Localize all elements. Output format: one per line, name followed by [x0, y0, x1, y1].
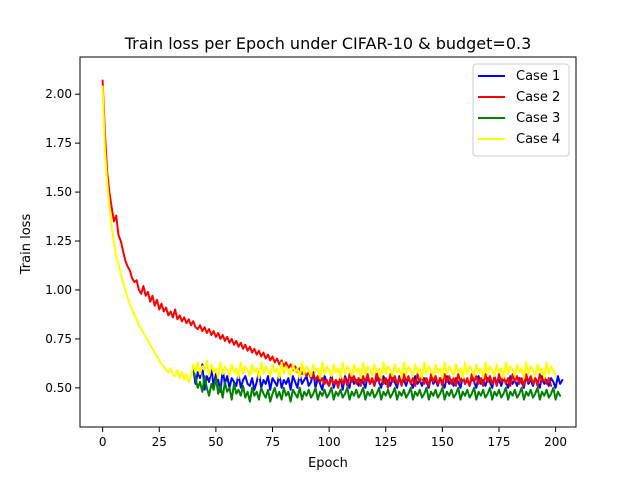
- case-4-line: [101, 85, 557, 383]
- legend-label-case-2: Case 2: [516, 90, 560, 105]
- legend-label-case-1: Case 1: [516, 69, 560, 84]
- x-tick-label: 150: [431, 435, 454, 449]
- x-tick-label: 0: [99, 435, 107, 449]
- x-axis-label: Epoch: [308, 456, 348, 471]
- legend-label-case-4: Case 4: [516, 132, 560, 147]
- y-tick-label: 1.00: [45, 283, 72, 297]
- plot-frame: [79, 56, 577, 428]
- x-tick-label: 100: [318, 435, 341, 449]
- y-tick-label: 1.50: [45, 185, 72, 199]
- x-tick-label: 50: [208, 435, 223, 449]
- y-axis-label: Train loss: [19, 214, 34, 276]
- series-layer: [101, 79, 564, 403]
- y-tick-label: 0.75: [45, 332, 72, 346]
- x-tick-label: 125: [374, 435, 397, 449]
- y-tick-label: 0.50: [45, 381, 72, 395]
- x-tick-label: 200: [544, 435, 567, 449]
- x-tick-label: 175: [488, 435, 511, 449]
- x-tick-label: 75: [265, 435, 280, 449]
- legend: Case 1 Case 2 Case 3 Case 4: [472, 63, 570, 157]
- chart-title: Train loss per Epoch under CIFAR-10 & bu…: [124, 34, 532, 53]
- y-tick-label: 1.75: [45, 136, 72, 150]
- y-tick-label: 1.25: [45, 234, 72, 248]
- case-3-line: [192, 367, 562, 403]
- case-2-line: [101, 79, 553, 389]
- x-tick-label: 25: [152, 435, 167, 449]
- tick-layer: 0 25 50 75 100 125 150 175 200 0.50 0.75 1.00 1.25 1.…: [45, 87, 567, 449]
- legend-label-case-3: Case 3: [516, 111, 560, 126]
- y-tick-label: 2.00: [45, 87, 72, 101]
- legend-box: [472, 63, 570, 157]
